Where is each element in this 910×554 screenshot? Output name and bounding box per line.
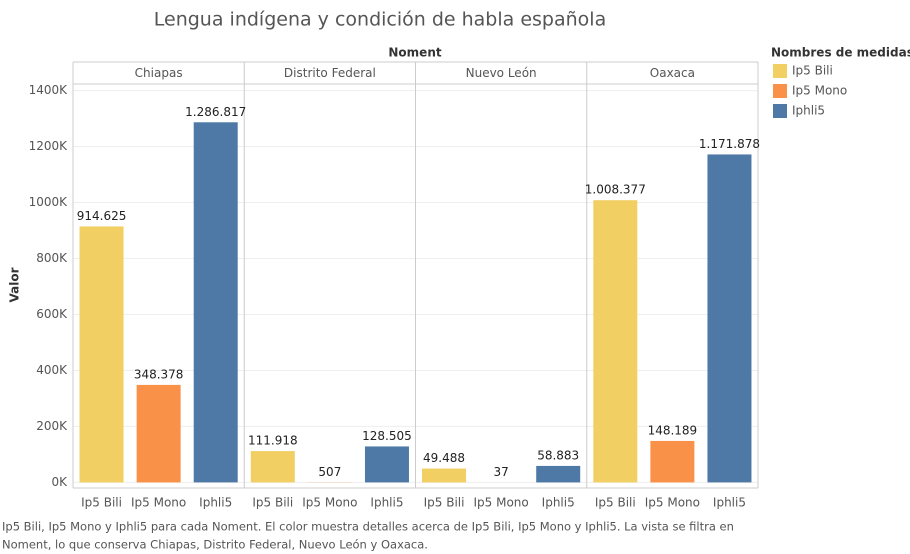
- chart-title: Lengua indígena y condición de habla esp…: [154, 9, 606, 31]
- bar: [536, 465, 581, 483]
- y-tick-label: 1000K: [29, 195, 69, 209]
- data-label: 1.286.817: [185, 105, 246, 119]
- bar: [136, 384, 181, 483]
- data-label: 507: [318, 465, 341, 479]
- caption: Ip5 Bili, Ip5 Mono y Iphli5 para cada No…: [2, 520, 734, 534]
- y-tick-label: 200K: [36, 419, 68, 433]
- legend-label: Ip5 Bili: [792, 64, 833, 78]
- bar: [79, 226, 124, 483]
- caption: Noment, lo que conserva Chiapas, Distrit…: [2, 538, 428, 552]
- data-label: 111.918: [248, 434, 298, 448]
- bar: [422, 468, 467, 483]
- x-tick-label: Ip5 Mono: [474, 496, 529, 510]
- data-label: 128.505: [362, 429, 412, 443]
- data-label: 1.008.377: [585, 183, 646, 197]
- x-tick-label: Ip5 Bili: [424, 496, 465, 510]
- data-label: 1.171.878: [699, 137, 760, 151]
- bar: [193, 122, 238, 483]
- facet-header: Distrito Federal: [284, 66, 376, 80]
- y-tick-label: 400K: [36, 363, 68, 377]
- x-tick-label: Iphli5: [542, 496, 575, 510]
- bar: [364, 446, 409, 483]
- x-tick-label: Ip5 Mono: [131, 496, 186, 510]
- data-label: 348.378: [134, 367, 184, 381]
- data-label: 49.488: [423, 451, 465, 465]
- legend-swatch: [773, 104, 787, 118]
- bar: [707, 154, 752, 483]
- bar: [250, 451, 295, 483]
- facet-header: Nuevo León: [466, 66, 537, 80]
- legend-label: Ip5 Mono: [792, 84, 847, 98]
- x-tick-label: Ip5 Bili: [595, 496, 636, 510]
- facet-header: Oaxaca: [650, 66, 695, 80]
- y-tick-label: 1200K: [29, 139, 69, 153]
- legend-swatch: [773, 84, 787, 98]
- legend-label: Iphli5: [792, 104, 825, 118]
- bar: [593, 200, 638, 483]
- y-tick-label: 600K: [36, 307, 68, 321]
- y-tick-label: 0K: [51, 475, 68, 489]
- x-tick-label: Ip5 Mono: [645, 496, 700, 510]
- bar: [650, 440, 695, 483]
- y-tick-label: 800K: [36, 251, 68, 265]
- x-tick-label: Ip5 Bili: [252, 496, 293, 510]
- facet-label: Noment: [388, 46, 441, 60]
- y-tick-label: 1400K: [29, 83, 69, 97]
- data-label: 148.189: [648, 423, 698, 437]
- data-label: 58.883: [537, 448, 579, 462]
- data-label: 914.625: [77, 209, 127, 223]
- x-tick-label: Iphli5: [199, 496, 232, 510]
- y-axis-label: Valor: [8, 267, 22, 302]
- facet-header: Chiapas: [135, 66, 183, 80]
- data-label: 37: [493, 465, 508, 479]
- x-tick-label: Iphli5: [370, 496, 403, 510]
- x-tick-label: Ip5 Mono: [302, 496, 357, 510]
- x-tick-label: Ip5 Bili: [81, 496, 122, 510]
- legend-swatch: [773, 64, 787, 78]
- legend-title: Nombres de medidas: [771, 46, 910, 60]
- x-tick-label: Iphli5: [713, 496, 746, 510]
